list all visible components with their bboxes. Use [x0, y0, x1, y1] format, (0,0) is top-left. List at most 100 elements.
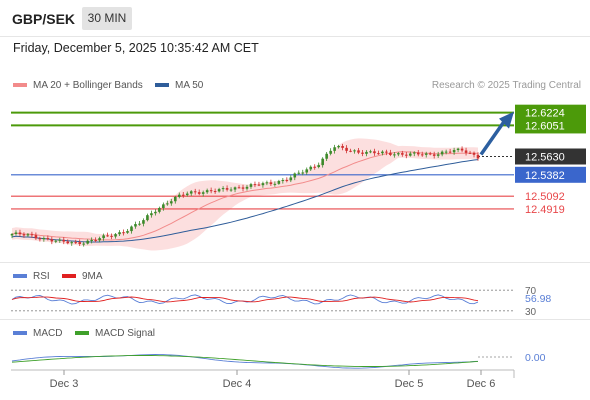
candle-body — [233, 187, 237, 190]
candle-body — [257, 184, 261, 186]
candle-body — [424, 153, 428, 155]
candle-body — [277, 181, 281, 184]
legend-macd-label: MACD — [33, 328, 63, 339]
candle-body — [269, 182, 273, 185]
rsi-line — [11, 294, 479, 305]
candle-body — [205, 190, 209, 193]
legend-macd-signal-label: MACD Signal — [95, 328, 156, 339]
candle-body — [444, 151, 448, 153]
candle-body — [432, 154, 436, 156]
candle-body — [118, 232, 121, 235]
x-tick-label: Dec 6 — [467, 378, 496, 390]
last-price-label-box — [515, 148, 586, 165]
rsi-30-label: 30 — [525, 307, 537, 318]
legend-ma50-label: MA 50 — [175, 80, 204, 91]
candle-body — [329, 150, 332, 154]
candle-body — [114, 234, 117, 237]
moving-averages-layer — [11, 151, 479, 243]
candle-body — [130, 226, 133, 232]
candle-body — [193, 191, 197, 193]
candle-body — [412, 152, 416, 154]
candle-body — [389, 152, 392, 155]
candle-body — [170, 201, 173, 204]
candle-body — [181, 194, 185, 196]
datetime-label: Friday, December 5, 2025 10:35:42 AM CET — [13, 41, 259, 55]
candle-body — [305, 169, 309, 173]
candle-body — [94, 239, 97, 241]
resistance-2-label-box — [515, 104, 586, 121]
rsi-ma-line — [11, 296, 479, 303]
candle-body — [122, 232, 125, 234]
bollinger-band-layer — [12, 138, 478, 251]
candle-body — [281, 180, 285, 182]
candle-body — [273, 183, 277, 185]
ma50-swatch — [155, 83, 169, 88]
symbol-label: GBP/SEK — [12, 11, 76, 27]
rsi-value-label: 56.98 — [525, 293, 551, 305]
candle-body — [464, 150, 468, 153]
macd-divider — [0, 319, 590, 320]
candle-body — [408, 153, 412, 156]
candle-body — [436, 154, 440, 156]
macd-value-label: 0.00 — [525, 352, 546, 364]
candle-body — [197, 192, 201, 194]
legend-rsi: RSI — [13, 271, 50, 282]
legend-ma20: MA 20 + Bollinger Bands — [13, 80, 143, 91]
ma20-swatch — [13, 83, 27, 88]
candle-body — [241, 187, 245, 189]
x-tick-label: Dec 4 — [223, 378, 252, 390]
legend-rsi-ma: 9MA — [62, 271, 103, 282]
header-divider — [0, 36, 590, 37]
support-1-label: 12.5092 — [525, 191, 565, 203]
candle-body — [54, 240, 58, 242]
x-tick-label: Dec 3 — [50, 378, 79, 390]
candle-body — [213, 191, 217, 193]
candle-body — [126, 231, 129, 233]
candle-body — [42, 238, 46, 240]
candle-body — [86, 240, 89, 244]
candle-body — [333, 147, 336, 151]
candle-body — [142, 220, 145, 224]
legend-rsi-ma-label: 9MA — [82, 271, 103, 282]
candle-body — [237, 187, 241, 189]
candle-body — [10, 233, 14, 236]
candle-body — [14, 232, 18, 234]
forecast-arrow-shaft — [479, 120, 506, 156]
candle-body — [22, 234, 26, 236]
timeframe-button[interactable]: 30 MIN — [82, 7, 132, 30]
price-levels-layer — [11, 111, 514, 210]
candle-body — [313, 166, 317, 168]
ma20-line — [11, 151, 479, 241]
candle-body — [405, 154, 408, 156]
candle-body — [357, 150, 360, 153]
candle-body — [74, 242, 78, 244]
candle-body — [38, 238, 42, 240]
candle-body — [472, 152, 476, 155]
macd-signal-line — [11, 355, 479, 367]
candle-body — [341, 146, 344, 148]
resistance-1-label: 12.6051 — [525, 120, 565, 132]
macd-signal-swatch — [75, 331, 89, 336]
forecast-arrow-head — [499, 111, 514, 129]
candle-body — [82, 243, 85, 245]
candle-body — [221, 188, 225, 190]
candle-body — [245, 186, 249, 189]
candle-body — [217, 189, 221, 192]
candle-body — [381, 151, 384, 154]
legend-ma20-label: MA 20 + Bollinger Bands — [33, 80, 143, 91]
legend-macd-signal: MACD Signal — [75, 328, 155, 339]
candle-body — [26, 234, 30, 236]
candle-body — [377, 153, 380, 155]
candle-body — [34, 235, 38, 239]
candle-body — [393, 154, 396, 156]
candle-body — [185, 193, 189, 196]
candle-body — [361, 152, 364, 154]
candle-body — [58, 239, 62, 241]
candle-body — [285, 180, 289, 182]
candle-body — [253, 184, 257, 186]
candle-body — [261, 183, 265, 186]
candle-body — [321, 158, 324, 166]
candle-body — [468, 152, 472, 154]
resistance-2-label: 12.6224 — [525, 108, 565, 120]
